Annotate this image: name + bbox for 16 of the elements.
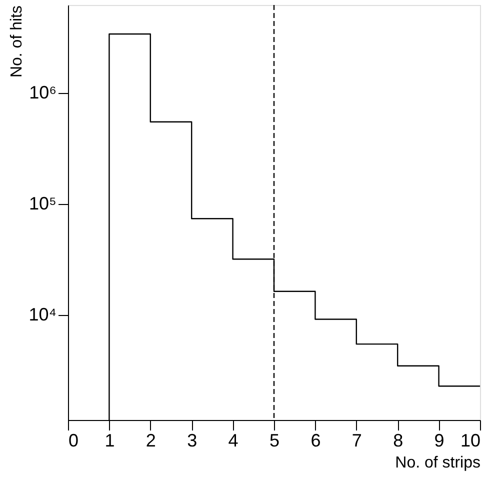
x-tick-label: 5 xyxy=(269,430,280,450)
x-tick-label: 7 xyxy=(352,430,362,450)
x-tick-label: 10 xyxy=(460,430,480,450)
x-tick-label: 0 xyxy=(68,430,79,450)
x-axis-title: No. of strips xyxy=(395,454,480,472)
y-tick-label: 10⁴ xyxy=(28,304,56,325)
y-tick-label: 10⁵ xyxy=(29,194,56,214)
x-tick-label: 9 xyxy=(434,430,444,450)
x-tick-label: 2 xyxy=(146,430,156,450)
x-tick-label: 4 xyxy=(228,430,238,450)
x-tick-label: 6 xyxy=(310,430,321,450)
x-tick-label: 8 xyxy=(393,430,404,450)
y-tick-label: 10⁶ xyxy=(29,82,56,103)
x-tick-label: 3 xyxy=(187,430,198,450)
y-axis-title: No. of hits xyxy=(8,6,26,78)
x-tick-label: 1 xyxy=(104,430,115,450)
